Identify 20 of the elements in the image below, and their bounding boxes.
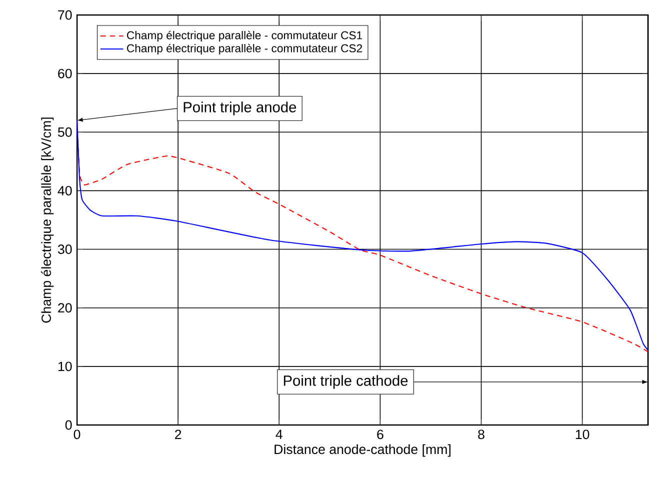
y-tick-label: 50 <box>58 127 72 137</box>
x-tick-label: 8 <box>478 430 484 440</box>
legend-label: Champ électrique parallèle - commutateur CS1 <box>127 30 362 42</box>
annotation: Point triple cathode <box>284 375 408 389</box>
annotation: Point triple anode <box>184 102 296 116</box>
y-tick-label: 10 <box>58 362 72 372</box>
y-tick-label: 70 <box>58 10 72 20</box>
y-tick-label: 30 <box>58 244 72 254</box>
x-tick-label: 2 <box>175 430 182 440</box>
x-tick-label: 10 <box>576 430 590 440</box>
y-axis-title: Champ électrique parallèle [kV/cm] <box>41 118 54 323</box>
x-tick-label: 4 <box>276 430 282 439</box>
y-tick-label: 40 <box>58 186 72 196</box>
x-tick-label: 0 <box>74 430 80 440</box>
legend-label: Champ électrique parallèle - commutateur CS2 <box>127 44 362 55</box>
y-tick-label: 20 <box>58 303 72 313</box>
x-axis-title: Distance anode-cathode [mm] <box>274 444 450 457</box>
y-tick-label: 60 <box>58 68 72 78</box>
y-tick-label: 0 <box>65 420 72 430</box>
x-tick-label: 6 <box>377 430 384 440</box>
